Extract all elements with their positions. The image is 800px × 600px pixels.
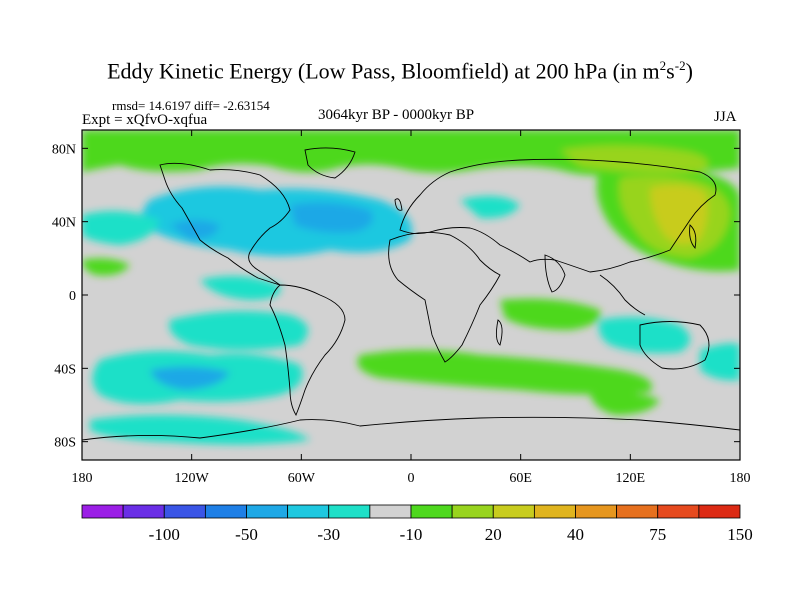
- colorbar-labels: -100 -50 -30 -10 20 40 75 150: [149, 525, 753, 544]
- coast-africa: [388, 231, 501, 363]
- colorbar-swatch: [287, 504, 330, 519]
- field-north-atlantic-cyan: [142, 186, 412, 256]
- field-tropical-pacific-cyan-2: [200, 276, 281, 300]
- lon-tick-label: 120W: [175, 471, 210, 486]
- colorbar-label: -100: [149, 525, 180, 544]
- map-title: Eddy Kinetic Energy (Low Pass, Bloomfiel…: [107, 58, 693, 84]
- colorbar-label: 75: [649, 525, 666, 544]
- colorbar-swatch: [451, 504, 494, 519]
- colorbar-swatch: [328, 504, 371, 519]
- coast-north-america: [159, 162, 291, 286]
- colorbar-swatch: [698, 504, 741, 519]
- coast-antarctica: [82, 416, 740, 441]
- coast-greenland: [304, 147, 356, 179]
- coast-uk: [394, 198, 403, 211]
- colorbar-swatch: [492, 504, 535, 519]
- map-ticks: [81, 130, 741, 460]
- colorbar-label: 150: [727, 525, 753, 544]
- coast-madagascar: [495, 319, 503, 346]
- period-label: 3064kyr BP - 0000kyr BP: [318, 107, 475, 123]
- lon-tick-label: 180: [72, 471, 93, 486]
- colorbar-label: 20: [485, 525, 502, 544]
- field-north-america-blue: [170, 220, 220, 240]
- field-west-atlantic-green: [82, 258, 130, 276]
- field-south-indian-green-2: [590, 392, 660, 415]
- lon-tick-label: 0: [408, 471, 415, 486]
- colorbar-swatch: [122, 504, 165, 519]
- coast-south-america: [269, 284, 346, 417]
- colorbar-swatch: [533, 504, 576, 519]
- season-label: JJA: [714, 109, 737, 125]
- field-arabia-cyan: [460, 196, 520, 219]
- field-south-pacific-blue: [150, 366, 230, 390]
- field-east-pacific-cyan: [700, 343, 740, 381]
- lat-tick-label: 40S: [54, 362, 76, 377]
- field-indian-ocean-cyan: [598, 316, 690, 354]
- field-tropical-pacific-cyan: [169, 311, 308, 350]
- field-arctic-band: [82, 130, 740, 176]
- field-southern-ocean-cyan: [90, 415, 310, 445]
- coast-japan: [689, 224, 697, 249]
- lon-tick-label: 180: [730, 471, 751, 486]
- coast-southeast-asia: [599, 274, 646, 316]
- colorbar-swatch: [81, 504, 124, 519]
- map-tick-labels: 80N 40N 0 40S 80S 180 120W 60W 0 60E 120E 180: [52, 142, 751, 486]
- field-north-atlantic-blue: [290, 202, 373, 233]
- colorbar-label: -10: [400, 525, 423, 544]
- coastlines: [82, 147, 740, 441]
- coast-australia: [639, 321, 710, 370]
- lon-tick-label: 60W: [288, 471, 316, 486]
- colorbar-swatch: [369, 504, 412, 519]
- colorbar-swatch: [657, 504, 700, 519]
- lat-tick-label: 0: [69, 289, 76, 304]
- colorbar-swatch: [575, 504, 618, 519]
- colorbar-label: 40: [567, 525, 584, 544]
- field-south-indian-green: [357, 350, 652, 395]
- stats-label: rmsd= 14.6197 diff= -2.63154: [112, 98, 270, 113]
- colorbar-swatch: [616, 504, 659, 519]
- colorbar-swatch: [246, 504, 289, 519]
- lon-tick-label: 120E: [616, 471, 646, 486]
- map-field: [82, 130, 740, 460]
- colorbar-swatch: [410, 504, 453, 519]
- colorbar-label: -30: [317, 525, 340, 544]
- colorbar: [81, 504, 741, 519]
- lon-tick-label: 60E: [509, 471, 532, 486]
- coast-eurasia: [399, 158, 717, 273]
- colorbar-label: -50: [235, 525, 258, 544]
- colorbar-swatch: [163, 504, 206, 519]
- field-north-pacific-cyan: [82, 211, 160, 245]
- field-south-atlantic-green: [500, 298, 601, 330]
- lat-tick-label: 40N: [52, 216, 76, 231]
- colorbar-swatch: [204, 504, 247, 519]
- coast-india: [544, 254, 566, 293]
- experiment-label: Expt = xQfvO-xqfua: [82, 112, 208, 128]
- lat-tick-label: 80S: [54, 436, 76, 451]
- field-siberia-green: [560, 145, 708, 174]
- lat-tick-label: 80N: [52, 142, 76, 157]
